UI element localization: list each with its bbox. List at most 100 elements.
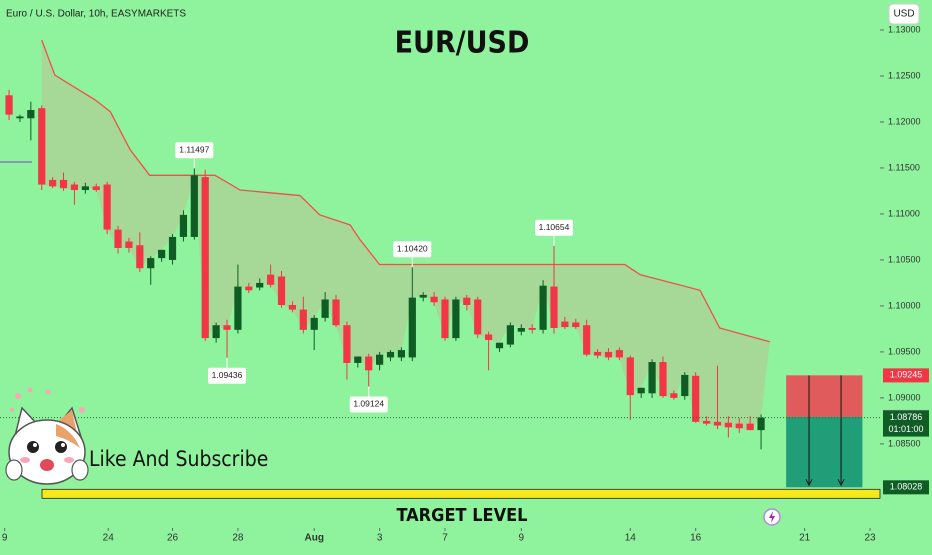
- candle-body: [626, 357, 634, 396]
- price-tag-label: 1.08028: [890, 482, 923, 492]
- label-box: [175, 142, 214, 159]
- price-tag: [883, 480, 929, 495]
- price-tag-label: 1.09245: [890, 370, 923, 380]
- candle-body: [463, 297, 471, 306]
- candle-body: [528, 327, 536, 330]
- price-label: 1.10654: [539, 222, 570, 232]
- candle-body: [615, 350, 623, 358]
- candle-body: [561, 321, 569, 328]
- candle-body: [376, 354, 384, 365]
- price-tag: [883, 368, 929, 383]
- candle-body: [474, 299, 482, 335]
- event-bolt: [769, 511, 775, 523]
- label-box: [349, 396, 388, 413]
- candle-body: [441, 299, 449, 339]
- candle-body: [550, 286, 558, 328]
- countdown: 01:01:00: [888, 424, 923, 434]
- candle-body: [27, 110, 35, 119]
- x-tick-label: 7: [442, 533, 448, 544]
- candle-body: [125, 241, 133, 248]
- move-arrowhead: [837, 479, 845, 487]
- x-tick-label: Aug: [304, 533, 323, 544]
- candle-body: [670, 393, 678, 398]
- y-tick-label: 1.12000: [888, 116, 921, 126]
- price-tag-label: 1.08786: [890, 412, 923, 422]
- candle-body: [397, 350, 406, 358]
- candle-body: [583, 325, 591, 355]
- stop-zone: [786, 375, 863, 417]
- candle-body: [321, 299, 329, 318]
- candle-body: [16, 116, 24, 119]
- x-tick-label: 21: [799, 533, 811, 544]
- label-box: [534, 219, 573, 236]
- candle-body: [484, 334, 493, 340]
- candle-body: [452, 299, 460, 339]
- candle-body: [692, 375, 700, 422]
- candle-body: [114, 229, 122, 248]
- candle-body: [354, 356, 362, 363]
- candle-body: [168, 236, 177, 260]
- symbol-label: Euro / U.S. Dollar, 10h, EASYMARKETS: [6, 9, 186, 20]
- move-arrowhead: [805, 479, 813, 487]
- candle-body: [38, 108, 46, 185]
- x-tick-label: 28: [232, 533, 244, 544]
- x-tick-label: 9: [2, 533, 8, 544]
- candle-body: [70, 184, 79, 191]
- supertrend-line: [41, 39, 770, 343]
- target-bar: [41, 488, 881, 499]
- candle-body: [234, 286, 242, 330]
- candle-body: [81, 186, 89, 191]
- y-tick-label: 1.12500: [888, 70, 921, 80]
- y-tick-label: 1.09000: [888, 392, 921, 402]
- label-box: [393, 241, 432, 258]
- candle-body: [430, 296, 438, 303]
- candle-body: [681, 374, 689, 397]
- candle-body: [223, 325, 231, 330]
- price-label: 1.11497: [179, 144, 209, 154]
- candle-body: [332, 299, 340, 326]
- currency-button[interactable]: [888, 3, 920, 25]
- plot-area: 1.11497 1.10420 1.10654 1.09436 1.09124: [0, 39, 881, 499]
- candle-body: [277, 276, 286, 306]
- y-tick-label: 1.08500: [888, 438, 921, 448]
- candle-body: [637, 387, 645, 394]
- candle-body: [245, 286, 253, 291]
- candle-body: [158, 249, 166, 259]
- candle-body: [147, 258, 155, 269]
- cat-sticker: [5, 387, 89, 485]
- candle-body: [419, 294, 427, 298]
- x-tick-label: 23: [864, 533, 876, 544]
- y-tick-label: 1.13000: [888, 24, 921, 34]
- price-label: 1.09124: [353, 399, 384, 409]
- subscribe-text: Like And Subscribe: [89, 447, 268, 471]
- candle-body: [506, 325, 514, 345]
- currency-label: USD: [893, 9, 914, 20]
- candle-body: [103, 184, 111, 230]
- x-tick-label: 16: [690, 533, 702, 544]
- candle-body: [659, 362, 667, 397]
- x-tick-label: 9: [519, 533, 525, 544]
- candle-body: [757, 417, 765, 431]
- candle-body: [724, 422, 732, 428]
- price-tag: [883, 410, 929, 437]
- candle-body: [310, 317, 318, 330]
- candle-body: [179, 214, 188, 237]
- candle-body: [343, 325, 351, 363]
- x-tick-label: 14: [625, 533, 637, 544]
- candle-body: [136, 245, 144, 269]
- y-tick-label: 1.09500: [888, 346, 921, 356]
- target-zone: [786, 416, 863, 488]
- candle-body: [92, 186, 100, 191]
- candle-body: [593, 351, 602, 356]
- candle-body: [572, 322, 580, 328]
- candle-body: [288, 305, 297, 310]
- y-tick-label: 1.10500: [888, 254, 921, 264]
- target-text: TARGET LEVEL: [397, 505, 528, 526]
- candle-body: [201, 177, 209, 339]
- candle-body: [212, 325, 220, 339]
- chart-title: EUR/USD: [395, 26, 530, 61]
- candle-body: [267, 274, 275, 285]
